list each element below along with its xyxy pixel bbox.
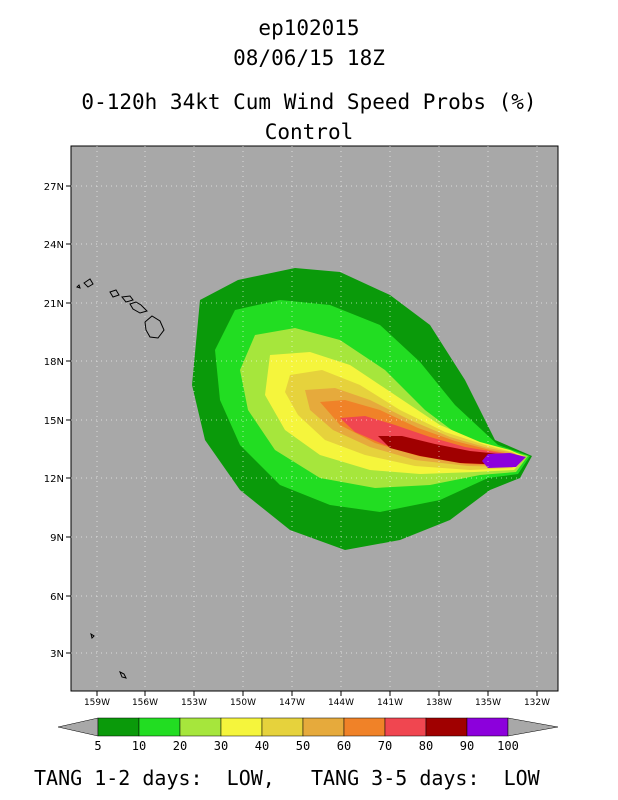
lat-label: 24N <box>44 240 64 251</box>
contour-90 <box>482 453 526 468</box>
legend-bin-5 <box>97 717 140 737</box>
legend-bin-40 <box>261 717 304 737</box>
lon-label: 135W <box>475 698 501 708</box>
legend-label: 5 <box>94 739 101 753</box>
legend-bin-90 <box>466 717 509 737</box>
legend-bin-10 <box>138 717 181 737</box>
legend-label: 90 <box>460 739 474 753</box>
lon-label: 138W <box>426 698 452 708</box>
lon-label: 144W <box>328 698 354 708</box>
legend-label: 20 <box>173 739 187 753</box>
tang-footer: TANG 1-2 days: LOW, TANG 3-5 days: LOW <box>34 766 540 790</box>
lat-label: 18N <box>44 357 64 368</box>
lon-label: 132W <box>524 698 550 708</box>
legend-high-arrow <box>507 717 559 737</box>
lat-label: 27N <box>44 182 64 193</box>
longitude-axis: 159W 156W 153W 150W 147W 144W 141W 138W … <box>84 691 550 708</box>
legend-label: 60 <box>337 739 351 753</box>
color-legend: 5 10 20 30 40 50 60 70 80 90 100 <box>57 717 559 753</box>
lon-label: 150W <box>230 698 256 708</box>
lon-label: 141W <box>377 698 403 708</box>
contour-80 <box>378 436 516 465</box>
legend-low-arrow <box>57 717 99 737</box>
lon-label: 147W <box>279 698 305 708</box>
lon-label: 153W <box>181 698 207 708</box>
datetime-title: 08/06/15 18Z <box>233 46 385 70</box>
legend-label: 40 <box>255 739 269 753</box>
latitude-axis: 27N 24N 21N 18N 15N 12N 9N 6N 3N <box>44 182 71 660</box>
lat-label: 9N <box>50 533 64 544</box>
legend-bin-80 <box>425 717 468 737</box>
lon-label: 159W <box>84 698 110 708</box>
product-title: 0-120h 34kt Cum Wind Speed Probs (%) <box>81 90 537 114</box>
legend-bin-30 <box>220 717 263 737</box>
legend-label: 50 <box>296 739 310 753</box>
lat-label: 3N <box>50 649 64 660</box>
storm-id-title: ep102015 <box>258 16 360 40</box>
legend-label: 30 <box>214 739 228 753</box>
legend-bin-50 <box>302 717 345 737</box>
legend-bin-20 <box>179 717 222 737</box>
run-title: Control <box>264 120 354 144</box>
legend-bin-60 <box>343 717 386 737</box>
legend-label: 70 <box>378 739 392 753</box>
legend-label: 100 <box>497 739 519 753</box>
lat-label: 12N <box>44 474 64 485</box>
lat-label: 6N <box>50 592 64 603</box>
lon-label: 156W <box>132 698 158 708</box>
map-grid <box>71 146 558 691</box>
legend-label: 80 <box>419 739 433 753</box>
lat-label: 15N <box>44 416 64 427</box>
legend-bin-70 <box>384 717 427 737</box>
hawaii-islands <box>76 278 165 679</box>
lat-label: 21N <box>44 299 64 310</box>
legend-label: 10 <box>132 739 146 753</box>
probability-contours <box>192 268 532 550</box>
